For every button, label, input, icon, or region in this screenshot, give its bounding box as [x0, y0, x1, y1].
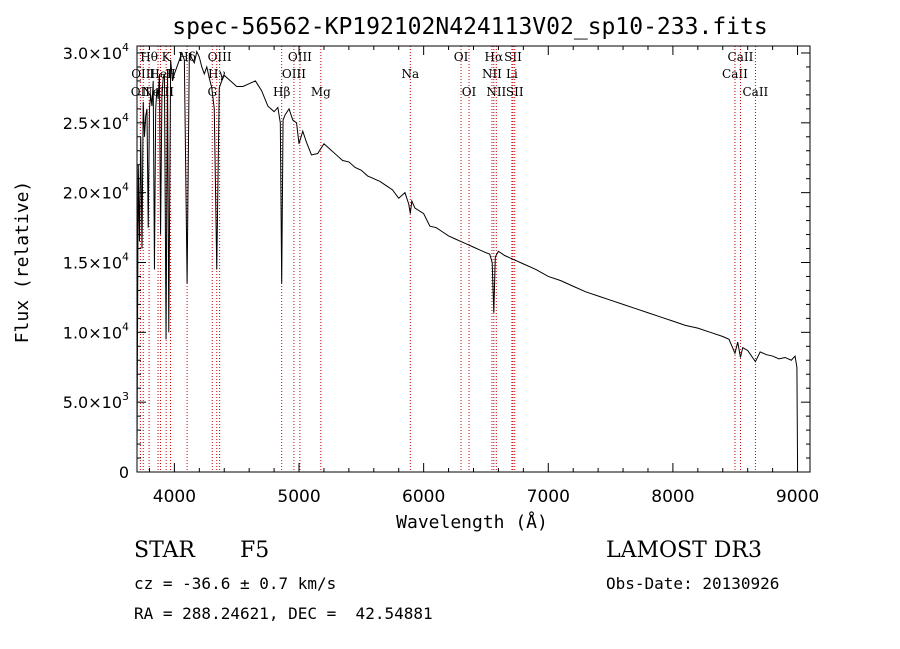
line-mark-label: OIII [288, 50, 312, 64]
spectrum-series-line [136, 50, 799, 464]
survey-name: LAMOST DR3 [606, 538, 762, 563]
x-tick-label: 4000 [153, 487, 196, 507]
plot-frame [136, 45, 811, 473]
y-tick-label: 1.5×104 [63, 250, 129, 272]
line-mark-label: CaII [742, 85, 768, 99]
object-class: STAR [134, 538, 195, 563]
line-mark-label: NII [486, 85, 506, 99]
x-tick-label: 5000 [277, 487, 320, 507]
line-mark-label: OIII [208, 50, 232, 64]
x-axis-label: Wavelength (Å) [396, 511, 548, 533]
line-mark-label: Li [506, 67, 518, 81]
obs-date: Obs-Date: 20130926 [606, 574, 780, 593]
line-mark-label: OI [462, 85, 477, 99]
line-mark-label: Na [401, 67, 419, 81]
object-subclass: F5 [240, 538, 270, 563]
line-mark-label: SII [506, 85, 524, 99]
redshift-readout: cz = -36.6 ± 0.7 km/s [134, 574, 337, 593]
line-mark-label: Mg [311, 85, 331, 99]
x-tick-label: 8000 [651, 487, 694, 507]
line-mark-label: OIII [282, 67, 306, 81]
x-tick-label: 7000 [527, 487, 570, 507]
line-mark-label: Hδ [178, 50, 196, 64]
line-mark-label: Hβ [273, 85, 290, 99]
y-tick-label: 0 [119, 463, 129, 482]
y-tick-label: 2.0×104 [63, 181, 129, 203]
line-mark-label: OII [131, 85, 151, 99]
line-mark-label: Hα [485, 50, 504, 64]
line-mark-label: CaII [722, 67, 748, 81]
line-mark-label: Hθ [140, 50, 158, 64]
chart-title: spec-56562-KP192102N424113V02_sp10-233.f… [172, 14, 767, 40]
line-mark-label: OI [454, 50, 469, 64]
y-axis-label: Flux (relative) [12, 181, 33, 344]
x-tick-label: 6000 [402, 487, 445, 507]
y-tick-label: 1.0×104 [63, 320, 129, 342]
y-tick-label: 3.0×104 [63, 41, 129, 63]
line-mark-label: NII [482, 67, 502, 81]
line-mark-label: CaII [728, 50, 754, 64]
y-tick-label: 5.0×103 [63, 390, 129, 412]
y-tick-label: 2.5×104 [63, 111, 129, 133]
line-mark-label: K [162, 50, 172, 64]
x-tick-label: 9000 [776, 487, 819, 507]
coordinates: RA = 288.24621, DEC = 42.54881 [134, 604, 433, 623]
line-mark-label: SII [504, 50, 522, 64]
axis-ticks: 4000 5000 6000 7000 8000 9000 0 5.0×103 1.0×104 1… [63, 41, 819, 507]
